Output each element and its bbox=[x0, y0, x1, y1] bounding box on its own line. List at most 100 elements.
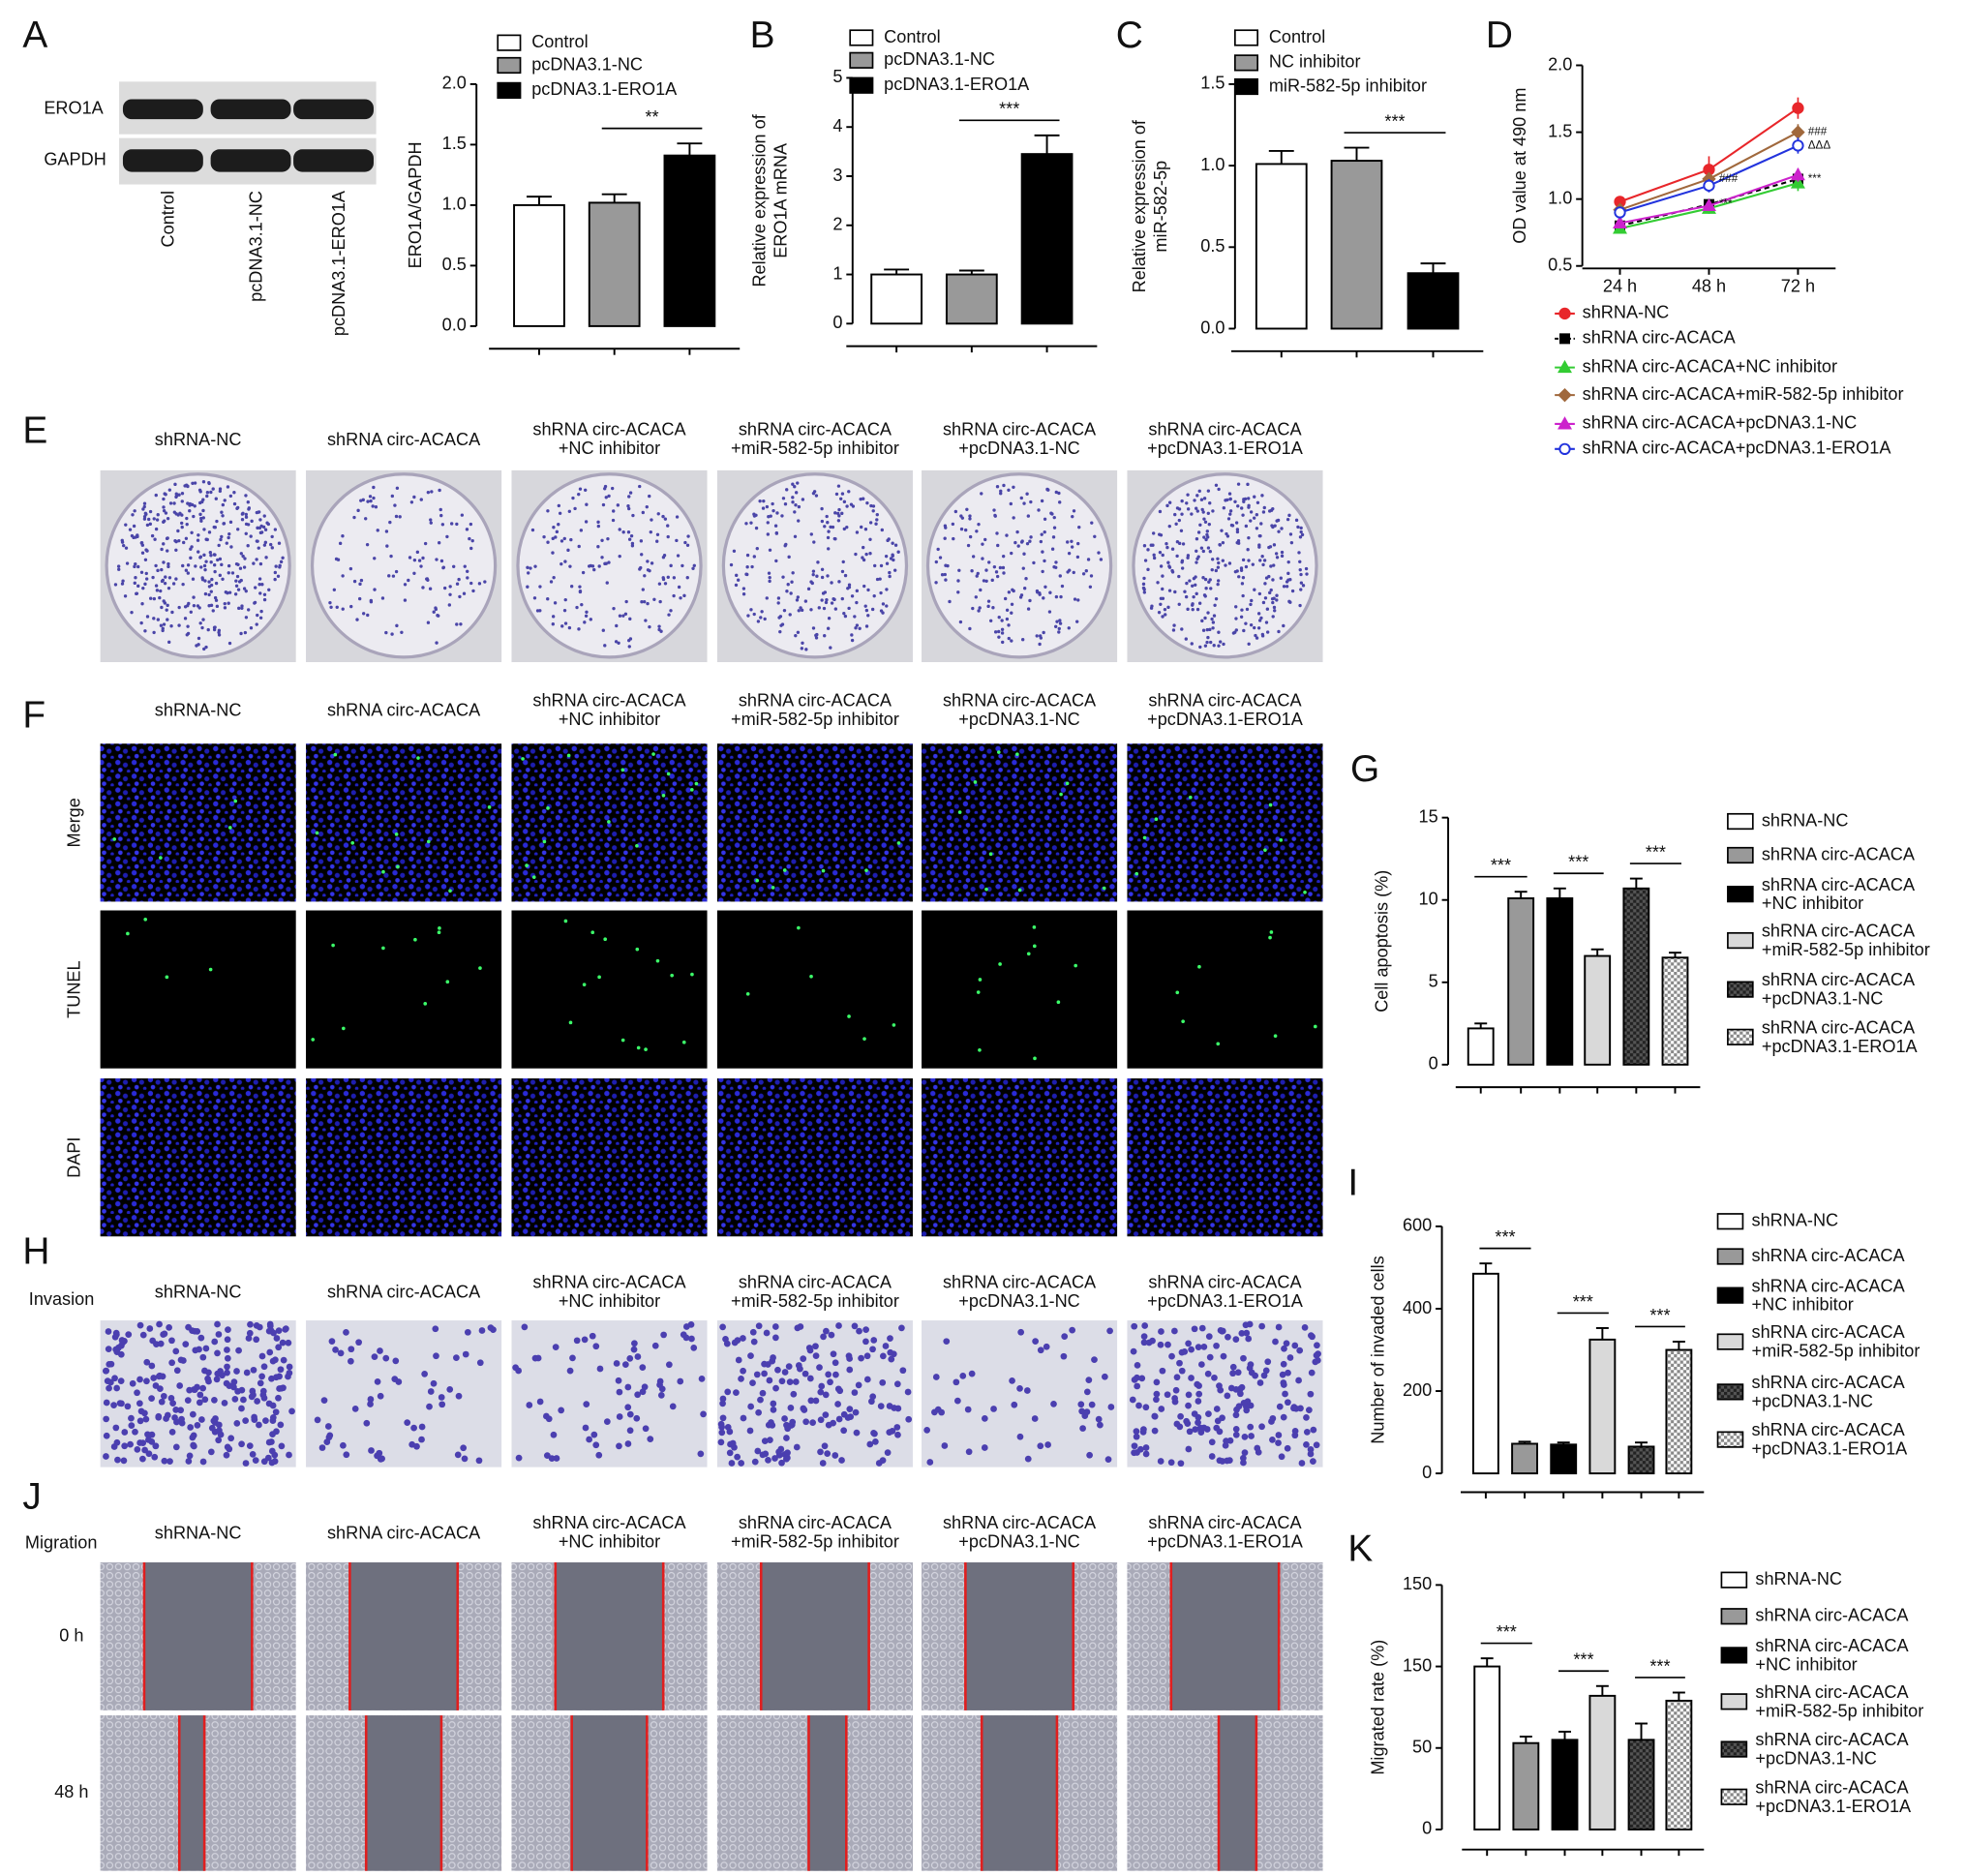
colony bbox=[1084, 569, 1088, 573]
colony bbox=[669, 609, 673, 613]
fluorescence-image bbox=[306, 743, 502, 902]
legend-label: shRNA circ-ACACA +NC inhibitor bbox=[1755, 1635, 1909, 1675]
colony bbox=[199, 516, 203, 521]
invaded-cell bbox=[139, 1455, 146, 1463]
colony bbox=[1260, 555, 1264, 559]
colony bbox=[804, 648, 808, 651]
tunel-dot bbox=[448, 889, 452, 893]
invaded-cell bbox=[382, 1354, 390, 1362]
invaded-cell bbox=[478, 1327, 486, 1334]
invaded-cell bbox=[1232, 1431, 1240, 1438]
colony bbox=[151, 575, 155, 580]
colony bbox=[163, 581, 167, 586]
invaded-cell bbox=[104, 1377, 111, 1384]
invaded-cell bbox=[545, 1415, 553, 1423]
invaded-cell bbox=[1153, 1390, 1161, 1398]
colony bbox=[1253, 625, 1256, 630]
invaded-cell bbox=[595, 1451, 603, 1459]
invaded-cell bbox=[211, 1338, 219, 1346]
fluorescence-image bbox=[306, 910, 502, 1069]
invaded-cell bbox=[771, 1455, 778, 1462]
bar bbox=[1551, 1739, 1579, 1831]
invaded-cell bbox=[246, 1329, 254, 1337]
colony bbox=[395, 486, 400, 490]
colony bbox=[797, 609, 801, 613]
invaded-cell bbox=[812, 1352, 820, 1359]
colony bbox=[221, 502, 226, 507]
invaded-cell bbox=[879, 1378, 887, 1386]
colony bbox=[1067, 551, 1072, 556]
colony bbox=[394, 514, 399, 519]
invaded-cell bbox=[256, 1323, 263, 1331]
legend-label-box: shRNA circ-ACACA +pcDNA3.1-ERO1A bbox=[1762, 1018, 1918, 1055]
colony bbox=[213, 595, 218, 600]
colony bbox=[205, 494, 209, 499]
invaded-cell bbox=[277, 1366, 285, 1374]
invaded-cell bbox=[134, 1445, 141, 1453]
legend-swatch bbox=[497, 56, 522, 75]
invaded-cell bbox=[887, 1335, 893, 1343]
invaded-cell bbox=[943, 1338, 951, 1346]
colony bbox=[139, 620, 143, 625]
colony bbox=[968, 626, 972, 631]
invaded-cell bbox=[651, 1342, 659, 1349]
colony bbox=[794, 633, 798, 638]
colony bbox=[249, 534, 253, 538]
colony bbox=[1286, 560, 1290, 564]
colony bbox=[1158, 550, 1163, 555]
invaded-cell bbox=[343, 1329, 349, 1336]
colony bbox=[1202, 497, 1207, 500]
bar bbox=[663, 154, 716, 327]
colony bbox=[1040, 499, 1044, 503]
colony bbox=[951, 522, 955, 527]
invaded-cell bbox=[893, 1380, 901, 1388]
colony bbox=[1205, 530, 1209, 533]
invaded-cell bbox=[747, 1403, 755, 1410]
colony bbox=[768, 575, 771, 580]
colony bbox=[672, 576, 677, 580]
invaded-cell bbox=[187, 1424, 195, 1431]
colony bbox=[966, 543, 971, 548]
colony bbox=[981, 542, 984, 546]
colony bbox=[869, 503, 873, 508]
colony bbox=[1143, 559, 1148, 562]
colony bbox=[1028, 598, 1032, 603]
invaded-cell bbox=[283, 1325, 289, 1332]
column-header: shRNA circ-ACACA +pcDNA3.1-ERO1A bbox=[1147, 1271, 1303, 1311]
colony bbox=[1211, 509, 1215, 513]
colony bbox=[436, 614, 439, 618]
invaded-cell bbox=[862, 1326, 869, 1333]
invaded-cell bbox=[173, 1367, 181, 1375]
colony bbox=[1297, 551, 1301, 555]
colony bbox=[1222, 642, 1225, 647]
colony bbox=[995, 485, 1000, 489]
invaded-cell bbox=[898, 1324, 905, 1332]
colony bbox=[870, 607, 875, 612]
colony bbox=[1219, 640, 1223, 644]
colony bbox=[542, 534, 546, 539]
tunel-dot bbox=[350, 840, 355, 845]
colony bbox=[741, 587, 746, 590]
invaded-cell bbox=[774, 1366, 781, 1374]
colony bbox=[1195, 549, 1198, 553]
colony bbox=[1217, 487, 1221, 492]
colony bbox=[217, 543, 221, 548]
colony bbox=[190, 502, 195, 507]
invaded-cell bbox=[196, 1346, 202, 1353]
colony bbox=[1088, 585, 1093, 589]
colony bbox=[1280, 527, 1284, 530]
colony bbox=[189, 547, 193, 551]
invaded-cell bbox=[823, 1327, 830, 1335]
colony bbox=[1020, 638, 1025, 642]
colony bbox=[744, 522, 748, 526]
invaded-cell bbox=[818, 1382, 826, 1390]
invaded-cell bbox=[249, 1387, 257, 1395]
colony bbox=[1177, 602, 1181, 606]
invaded-cell bbox=[858, 1354, 864, 1362]
colony bbox=[1268, 590, 1272, 594]
colony bbox=[1236, 482, 1241, 486]
invaded-cell bbox=[426, 1403, 433, 1410]
colony bbox=[341, 574, 345, 578]
colony bbox=[888, 574, 892, 579]
